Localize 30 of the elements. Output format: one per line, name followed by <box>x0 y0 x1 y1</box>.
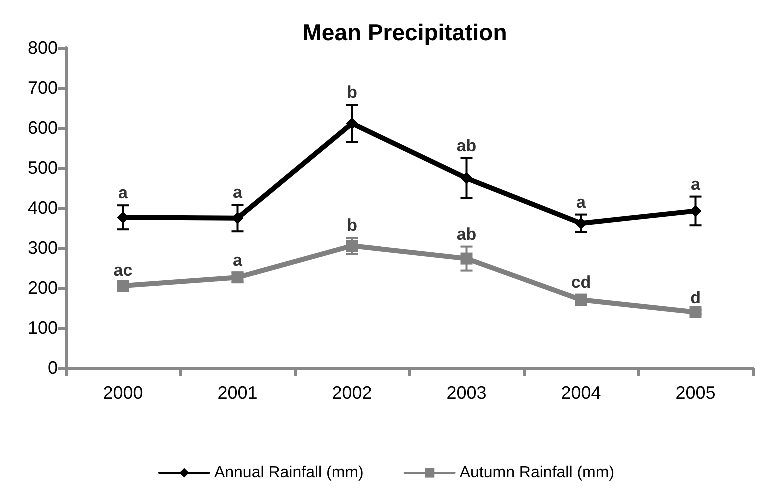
y-tick-label: 500 <box>28 158 58 178</box>
annotation: b <box>347 83 358 102</box>
annotation: a <box>691 174 702 194</box>
annotation: b <box>347 216 358 235</box>
x-tick-label: 2005 <box>676 383 716 403</box>
x-tick-label: 2000 <box>103 383 144 403</box>
y-tick-label: 200 <box>28 278 58 298</box>
y-tick-label: 600 <box>28 118 58 138</box>
annotation: ac <box>114 260 133 280</box>
annotation: ab <box>456 224 477 244</box>
y-tick-label: 0 <box>48 358 58 378</box>
y-tick-label: 300 <box>28 238 58 258</box>
x-tick-label: 2002 <box>332 383 372 403</box>
x-tick-label: 2003 <box>446 383 487 403</box>
y-tick-label: 700 <box>28 78 58 98</box>
y-tick-label: 400 <box>28 198 58 218</box>
y-tick-label: 800 <box>28 38 58 58</box>
x-tick-label: 2001 <box>218 383 258 403</box>
y-tick-label: 100 <box>28 318 58 338</box>
x-tick-label: 2004 <box>561 383 602 403</box>
annotation: d <box>690 288 701 308</box>
chart-title: Mean Precipitation <box>302 20 508 46</box>
legend-label: Annual Rainfall (mm) <box>214 464 364 482</box>
annotation: a <box>118 184 129 203</box>
annotation: a <box>233 183 244 202</box>
legend-label: Autumn Rainfall (mm) <box>460 464 615 482</box>
annotation: cd <box>571 272 592 292</box>
annotation: a <box>233 250 244 270</box>
annotation: a <box>576 192 587 212</box>
annotation: ab <box>456 136 477 156</box>
